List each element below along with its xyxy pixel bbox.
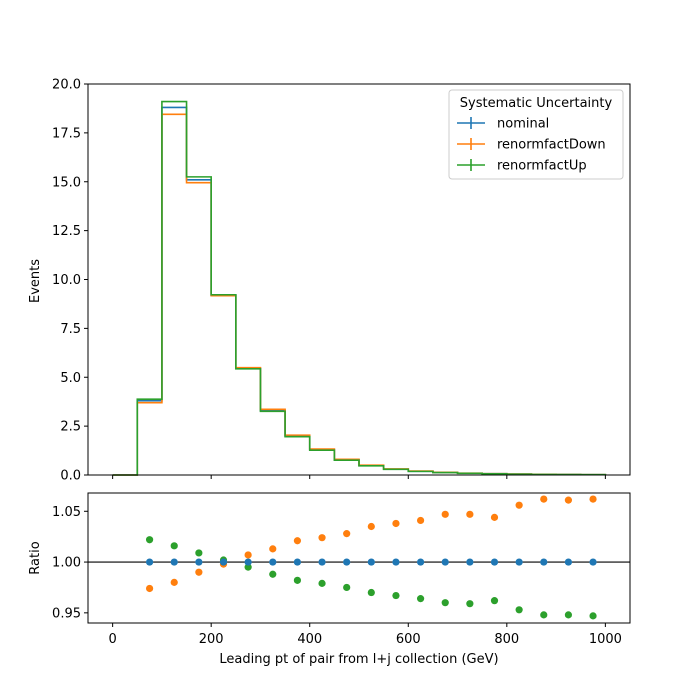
legend-box — [448, 89, 624, 180]
x-tick-label: 800 — [494, 632, 519, 647]
ratio-point-nominal — [269, 558, 277, 566]
ratio-point-renormfactUp — [318, 579, 326, 587]
main-y-tick-label: 5.0 — [60, 371, 81, 386]
ratio-point-nominal — [392, 558, 400, 566]
ratio-point-renormfactDown — [318, 534, 326, 542]
ratio-point-renormfactUp — [564, 611, 573, 619]
x-tick-label: 600 — [396, 632, 421, 647]
ratio-point-renormfactDown — [589, 495, 597, 503]
main-ylabel: Events — [28, 259, 43, 303]
ratio-ylabel: Ratio — [28, 541, 43, 574]
ratio-point-nominal — [318, 558, 326, 566]
ratio-point-nominal — [170, 558, 178, 566]
main-y-tick-label: 2.5 — [60, 420, 81, 435]
ratio-point-renormfactDown — [367, 522, 375, 531]
ratio-y-tick-label: 0.95 — [52, 606, 81, 621]
ratio-point-nominal — [515, 558, 523, 566]
main-y-tick-label: 10.0 — [52, 273, 81, 288]
ratio-point-nominal — [564, 558, 573, 566]
ratio-point-nominal — [441, 558, 449, 566]
ratio-point-renormfactUp — [466, 600, 474, 608]
ratio-point-renormfactUp — [589, 612, 597, 620]
ratio-point-renormfactDown — [416, 516, 425, 525]
ratio-point-renormfactDown — [145, 584, 154, 593]
ratio-panel: 0.95 1.00 1.05 0 200 400 600 800 1000 — [52, 492, 631, 647]
ratio-point-renormfactDown — [466, 510, 474, 518]
x-axis-label: Leading pt of pair from l+j collection (… — [219, 652, 498, 667]
ratio-y-tick-label: 1.00 — [52, 556, 81, 571]
main-y-tick-label: 20.0 — [52, 78, 81, 93]
x-tick-label: 400 — [297, 632, 322, 647]
ratio-point-renormfactDown — [343, 530, 351, 538]
ratio-point-nominal — [540, 558, 548, 566]
ratio-point-nominal — [589, 558, 597, 566]
ratio-point-renormfactUp — [170, 542, 178, 550]
main-panel: 0.0 2.5 5.0 7.5 10.0 12.5 15.0 17.5 20.0 — [52, 78, 631, 484]
main-y-tick-label: 17.5 — [52, 126, 81, 141]
ratio-point-renormfactUp — [244, 563, 252, 571]
ratio-point-renormfactUp — [293, 576, 302, 584]
ratio-point-renormfactDown — [540, 495, 548, 503]
ratio-point-renormfactUp — [195, 549, 203, 557]
ratio-point-renormfactDown — [195, 568, 203, 576]
ratio-point-renormfactUp — [269, 570, 277, 578]
ratio-point-nominal — [244, 558, 252, 566]
ratio-point-nominal — [145, 558, 154, 566]
ratio-axes-frame — [87, 492, 631, 624]
legend-title: Systematic Uncertainty — [460, 96, 613, 111]
ratio-point-renormfactDown — [564, 496, 573, 504]
ratio-point-renormfactUp — [490, 597, 499, 605]
main-y-tick-label: 7.5 — [60, 322, 81, 337]
legend-entry-renormfactDown: renormfactDown — [497, 138, 606, 153]
ratio-point-renormfactUp — [416, 595, 425, 603]
ratio-point-nominal — [343, 558, 351, 566]
ratio-point-renormfactUp — [441, 599, 449, 607]
legend: Systematic Uncertainty nominal renormfactD… — [448, 89, 624, 180]
ratio-point-renormfactUp — [540, 611, 548, 619]
ratio-point-renormfactUp — [367, 588, 375, 597]
ratio-point-nominal — [367, 558, 375, 566]
x-tick-label: 0 — [108, 632, 116, 647]
legend-entry-renormfactUp: renormfactUp — [497, 159, 587, 174]
ratio-point-nominal — [219, 558, 228, 566]
x-tick-label: 200 — [199, 632, 224, 647]
ratio-point-renormfactDown — [293, 537, 302, 545]
ratio-point-renormfactUp — [392, 591, 400, 600]
ratio-point-nominal — [490, 558, 499, 566]
ratio-point-renormfactDown — [490, 513, 499, 521]
histogram-series-renormfactUp — [112, 100, 607, 476]
ratio-point-renormfactDown — [515, 501, 523, 509]
ratio-point-renormfactUp — [343, 583, 351, 592]
ratio-point-nominal — [466, 558, 474, 566]
x-tick-label: 1000 — [589, 632, 622, 647]
ratio-point-renormfactDown — [441, 510, 449, 518]
ratio-point-renormfactUp — [515, 606, 523, 614]
main-y-tick-label: 0.0 — [60, 469, 81, 484]
ratio-point-renormfactDown — [244, 551, 252, 559]
ratio-point-renormfactDown — [392, 519, 400, 528]
ratio-point-renormfactDown — [269, 545, 277, 553]
ratio-point-renormfactUp — [145, 536, 154, 544]
ratio-y-tick-label: 1.05 — [52, 505, 81, 520]
ratio-point-nominal — [293, 558, 302, 566]
ratio-point-nominal — [195, 558, 203, 566]
legend-entry-nominal: nominal — [497, 117, 549, 132]
ratio-point-renormfactDown — [170, 578, 178, 586]
main-y-tick-label: 12.5 — [52, 224, 81, 239]
main-y-tick-label: 15.0 — [52, 175, 81, 190]
ratio-point-nominal — [416, 558, 425, 566]
